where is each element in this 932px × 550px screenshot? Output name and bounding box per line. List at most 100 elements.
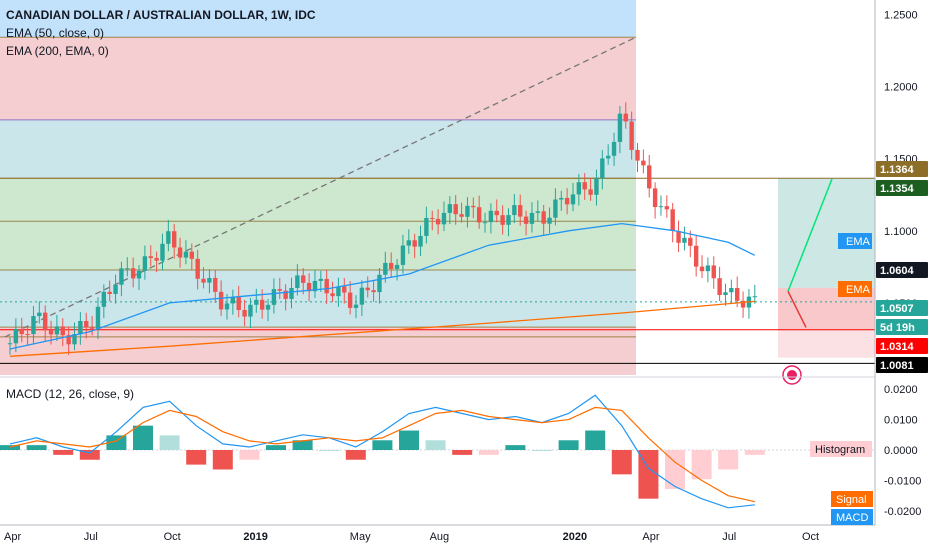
candle-body: [72, 334, 77, 345]
histogram-bar: [505, 445, 526, 450]
candle-body: [488, 210, 494, 223]
ema-badge: EMA: [838, 233, 872, 249]
candle-body: [664, 206, 670, 210]
candle-body: [611, 141, 617, 156]
histogram-bar: [425, 440, 446, 450]
price-badge: 1.1364: [876, 161, 928, 177]
candle-body: [271, 289, 277, 305]
candle-body: [541, 211, 546, 224]
histogram-bar: [691, 450, 712, 480]
time-tick-label: Apr: [4, 531, 21, 543]
histogram-bar: [585, 430, 606, 450]
candle-body: [19, 328, 24, 335]
histogram-bar: [133, 425, 153, 450]
candle-body: [600, 158, 605, 179]
candle-body: [482, 222, 488, 224]
histogram-bar: [744, 450, 765, 455]
price-tick-label: 1.2500: [884, 9, 918, 21]
candle-body: [89, 327, 95, 329]
time-tick-label: Jul: [84, 531, 98, 543]
fib-zone-mid1: [0, 119, 636, 179]
price-badge-text: 1.0604: [880, 265, 915, 277]
candle-body: [365, 287, 370, 291]
histogram-bar: [212, 450, 233, 470]
ema200-line: [9, 300, 755, 357]
candle-body: [617, 113, 623, 142]
fib-zone-upper: [0, 37, 636, 120]
histogram-bar: [266, 445, 286, 450]
ema-badge-text: EMA: [846, 236, 871, 248]
price-badge-text: 1.1354: [880, 183, 915, 195]
candle-body: [717, 278, 722, 295]
candle-body: [752, 296, 757, 298]
candle-body: [295, 275, 300, 288]
candle-body: [13, 328, 19, 344]
candle-body: [172, 231, 177, 248]
candle-body: [259, 299, 265, 310]
candle-body: [283, 290, 288, 299]
price-badge: 1.0314: [876, 338, 928, 354]
projection-arrow-down: [787, 291, 807, 328]
time-tick-label: Oct: [802, 531, 819, 543]
candle-body: [101, 291, 107, 307]
candle-body: [553, 199, 558, 218]
ema-badge-bg: [838, 233, 872, 249]
signal-line: [9, 406, 755, 503]
ema-badge-bg: [838, 281, 872, 297]
candle-body: [559, 197, 564, 200]
histogram-bar: [558, 440, 579, 450]
position-risk-zone: [778, 329, 875, 358]
candle-body: [582, 182, 587, 190]
time-tick-label: May: [350, 531, 371, 543]
candle-body: [494, 210, 499, 216]
candle-body: [418, 235, 423, 247]
candle-body: [406, 240, 411, 246]
candle-body: [430, 217, 435, 219]
price-badge-text: 1.0081: [880, 360, 914, 372]
price-badge-text: 5d 19h: [880, 322, 915, 334]
candle-body: [652, 188, 658, 208]
price-badge-bg: [876, 161, 928, 177]
candle-body: [301, 275, 306, 283]
candle-body: [388, 262, 394, 269]
candle-body: [629, 121, 634, 150]
candle-body: [682, 237, 687, 243]
candle-body: [347, 292, 353, 308]
candle-body: [142, 256, 148, 271]
price-badge: 1.0604: [876, 262, 928, 278]
candle-body: [635, 149, 640, 161]
candle-body: [195, 258, 200, 279]
candle-body: [242, 309, 247, 317]
event-flag-dot: [787, 370, 797, 380]
candle-body: [160, 243, 165, 261]
candle-body: [330, 293, 335, 297]
candle-body: [688, 237, 693, 246]
candle-body: [318, 278, 324, 281]
candle-body: [353, 304, 359, 308]
candle-body: [248, 304, 253, 317]
candle-body: [78, 320, 83, 335]
macd-badge-text: Signal: [836, 494, 867, 506]
histogram-bar: [53, 450, 74, 455]
candle-body: [201, 278, 206, 283]
histogram-bar: [611, 450, 632, 475]
price-badge-bg: [876, 319, 928, 335]
candle-body: [166, 231, 171, 244]
candle-body: [42, 312, 48, 331]
candle-body: [336, 286, 341, 297]
candle-body: [547, 217, 552, 224]
candle-body: [289, 287, 294, 299]
candle-body: [564, 197, 570, 205]
macd-badge-bg: [831, 509, 873, 525]
macd-tick-label: 0.0200: [884, 384, 918, 396]
candle-body: [705, 265, 711, 272]
candle-body: [647, 165, 652, 189]
histogram-bar: [319, 450, 340, 451]
price-badge: 1.0507: [876, 300, 928, 316]
candle-body: [54, 326, 60, 335]
candle-body: [441, 212, 447, 225]
candle-body: [31, 316, 36, 335]
candle-body: [154, 258, 159, 261]
macd-legend: MACD (12, 26, close, 9): [6, 387, 135, 401]
